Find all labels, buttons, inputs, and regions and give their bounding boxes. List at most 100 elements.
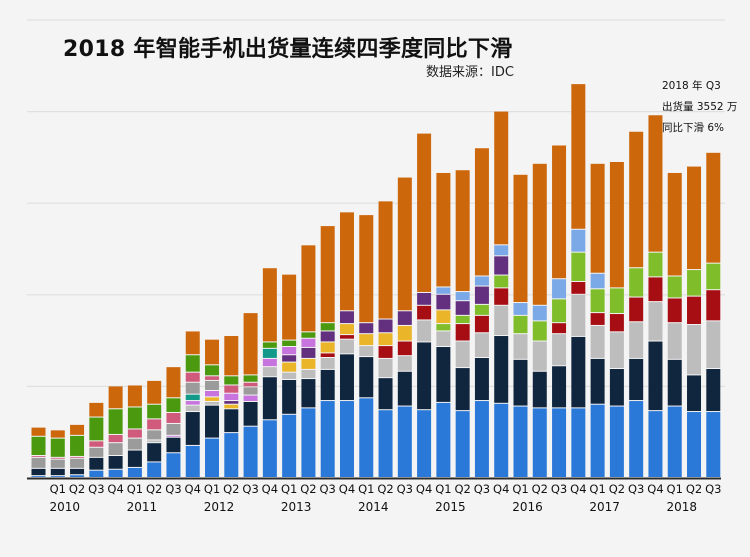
- bar-segment-silver: [339, 339, 354, 354]
- x-tick-label: Q3: [628, 482, 644, 496]
- bar-segment-gray: [243, 387, 258, 395]
- bar-segment-green: [185, 355, 200, 372]
- bar-segment-gray: [166, 423, 181, 435]
- bar-segment-orange: [320, 226, 335, 323]
- bar-segment-navy: [301, 379, 316, 408]
- x-axis-labels: Q1 Q2 Q3 Q4 Q1 Q2 Q3 Q4 Q1 Q2 Q3 Q4 Q1 Q2 Q3 Q4 Q1 Q2 Q3 Q4…: [50, 482, 722, 514]
- bar-segment-navy: [108, 456, 123, 469]
- bar-segment-blue: [590, 404, 605, 477]
- bar-stack: [397, 177, 412, 477]
- bar-segment-blue: [513, 406, 528, 477]
- bar-stack: [532, 163, 547, 477]
- bar-segment-blue: [243, 426, 258, 477]
- x-tick-label: Q2: [686, 482, 702, 496]
- bar-segment-orange: [494, 111, 509, 245]
- bar-segment-orange: [648, 115, 663, 252]
- bar-segment-silver: [436, 331, 451, 347]
- bar-stack: [494, 111, 509, 477]
- bar-segment-purple: [282, 355, 297, 362]
- bar-segment-sky: [494, 245, 509, 256]
- bar-segment-blue: [378, 410, 393, 477]
- bar-segment-blue: [667, 406, 682, 477]
- bar-segment-pink: [70, 456, 85, 458]
- bar-segment-blue: [436, 402, 451, 477]
- bar-segment-orange: [185, 331, 200, 355]
- bar-stack: [301, 245, 316, 477]
- bar-segment-silver: [667, 323, 682, 359]
- bar-segment-pink: [185, 372, 200, 382]
- bar-stack: [590, 163, 605, 477]
- bar-segment-green: [108, 409, 123, 434]
- bar-stack: [359, 215, 374, 477]
- bar-segment-navy: [339, 354, 354, 401]
- bar-segment-orange: [359, 215, 374, 323]
- bar-stack: [706, 152, 721, 477]
- bar-segment-purple: [417, 292, 432, 305]
- bar-segment-blue: [320, 401, 335, 477]
- bar-segment-orange: [667, 172, 682, 276]
- bar-stack: [648, 115, 663, 477]
- bar-segment-navy: [224, 409, 239, 433]
- bar-segment-sky: [552, 279, 567, 299]
- bar-segment-blue: [552, 408, 567, 477]
- bar-segment-lime: [687, 270, 702, 296]
- x-tick-label: Q2: [223, 482, 239, 496]
- bar-segment-gray: [185, 382, 200, 394]
- bar-segment-navy: [185, 412, 200, 445]
- bar-segment-silver: [494, 305, 509, 336]
- bar-stack: [127, 385, 142, 477]
- bar-segment-red: [494, 288, 509, 305]
- bar-stack: [243, 313, 258, 477]
- bar-segment-orange: [706, 152, 721, 263]
- bar-segment-lime: [552, 299, 567, 323]
- bar-segment-red: [687, 296, 702, 325]
- bar-segment-lime: [455, 315, 470, 324]
- bar-segment-red: [667, 298, 682, 323]
- bar-stack: [378, 201, 393, 477]
- bar-segment-lime: [436, 324, 451, 331]
- bar-segment-pink: [50, 457, 65, 459]
- bar-segment-silver: [687, 325, 702, 375]
- bar-segment-pink: [243, 382, 258, 387]
- bar-segment-sky: [571, 229, 586, 252]
- bar-segment-gray: [108, 443, 123, 456]
- bar-segment-orange: [147, 380, 162, 404]
- bar-segment-navy: [147, 443, 162, 462]
- bar-segment-navy: [648, 341, 663, 411]
- x-tick-label: Q1: [435, 482, 451, 496]
- bar-segment-purple: [339, 311, 354, 324]
- bar-segment-navy: [243, 401, 258, 426]
- bar-segment-purple: [378, 319, 393, 333]
- bar-segment-blue: [108, 469, 123, 477]
- bar-segment-blue: [609, 406, 624, 477]
- bar-segment-green: [262, 342, 277, 348]
- bar-segment-gray: [31, 457, 46, 468]
- bar-segment-orange: [50, 430, 65, 438]
- year-label: 2010: [50, 500, 81, 514]
- bar-segment-navy: [706, 368, 721, 412]
- bar-segment-blue: [494, 403, 509, 477]
- bar-segment-orange: [282, 274, 297, 340]
- bar-segment-pink: [31, 456, 46, 457]
- bar-segment-silver: [417, 320, 432, 342]
- bar-segment-purple: [224, 401, 239, 404]
- bar-segment-green: [31, 436, 46, 456]
- bar-segment-green: [320, 323, 335, 331]
- bar-segment-red: [609, 314, 624, 332]
- bar-segment-orange: [243, 313, 258, 375]
- bar-stack: [339, 212, 354, 477]
- bar-segment-lime: [609, 288, 624, 314]
- bar-segment-orchid: [166, 435, 181, 437]
- bar-segment-orange: [31, 427, 46, 436]
- x-tick-label: Q2: [532, 482, 548, 496]
- x-tick-label: Q1: [50, 482, 66, 496]
- bar-segment-orange: [513, 174, 528, 303]
- bar-segment-blue: [648, 411, 663, 477]
- bar-stack: [687, 166, 702, 477]
- bar-segment-silver: [571, 294, 586, 336]
- bar-segment-gray: [205, 380, 220, 390]
- bar-segment-blue: [629, 401, 644, 477]
- gridlines: [27, 19, 725, 387]
- bar-segment-orange: [70, 424, 85, 435]
- bar-stack: [89, 402, 104, 477]
